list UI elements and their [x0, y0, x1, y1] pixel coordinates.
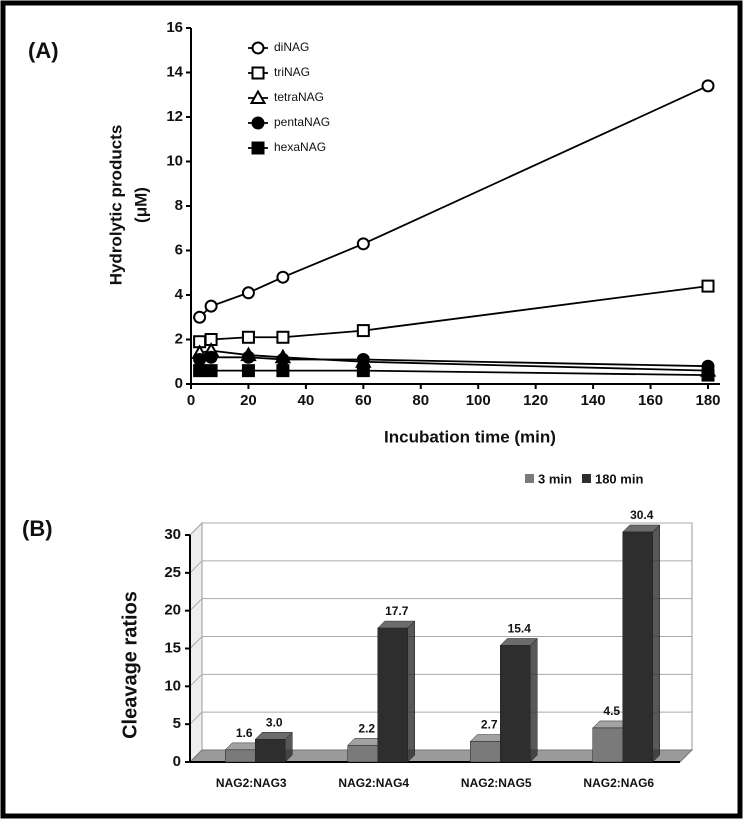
bar — [592, 727, 623, 763]
marker — [193, 353, 207, 367]
x-tick-label: 0 — [187, 392, 195, 409]
bar — [255, 739, 286, 763]
marker — [251, 41, 265, 55]
x-axis-label: Incubation time (min) — [384, 427, 556, 446]
legend-label: tetraNAG — [274, 90, 324, 104]
marker — [276, 364, 290, 378]
value-label: 3.0 — [266, 715, 283, 729]
marker — [701, 79, 715, 93]
y-tick-label: 10 — [164, 677, 181, 694]
value-label: 2.7 — [481, 718, 498, 732]
marker — [251, 116, 265, 130]
bar — [622, 531, 653, 763]
y-tick-label: 30 — [164, 526, 181, 543]
bar — [377, 627, 408, 763]
y-tick-label: 8 — [175, 197, 183, 214]
bar-side — [530, 637, 538, 763]
value-label: 15.4 — [508, 622, 532, 636]
legend-label: 180 min — [595, 471, 643, 486]
marker — [241, 364, 255, 378]
x-tick-label: 80 — [412, 392, 429, 409]
legend-label: 3 min — [538, 471, 572, 486]
x-tick-label: 60 — [355, 392, 372, 409]
marker — [193, 364, 207, 378]
marker — [356, 237, 370, 251]
x-tick-label: 40 — [298, 392, 315, 409]
legend-swatch — [581, 474, 591, 483]
marker — [276, 330, 290, 344]
bar — [500, 645, 531, 763]
value-label: 2.2 — [358, 722, 375, 736]
grid-line — [189, 598, 692, 612]
marker — [276, 353, 290, 367]
marker — [356, 324, 370, 338]
marker — [701, 279, 715, 293]
marker — [276, 270, 290, 284]
value-label: 30.4 — [630, 508, 654, 522]
panel-label: (B) — [22, 516, 53, 541]
bar — [225, 749, 256, 763]
y-tick-label: 6 — [175, 241, 183, 258]
marker — [204, 299, 218, 313]
y-tick-label: 20 — [164, 602, 181, 619]
marker — [204, 364, 218, 378]
x-tick-label: NAG2:NAG6 — [583, 776, 654, 790]
x-tick-label: 100 — [466, 392, 491, 409]
y-tick-label: 4 — [175, 286, 184, 303]
marker — [241, 330, 255, 344]
x-tick-label: 140 — [581, 392, 606, 409]
bar-side — [407, 620, 415, 763]
grid-line — [189, 522, 692, 536]
x-tick-label: 160 — [638, 392, 663, 409]
bar-side — [652, 524, 660, 763]
value-label: 1.6 — [236, 726, 253, 740]
series-line — [199, 285, 709, 343]
y-tick-label: 16 — [166, 19, 183, 36]
legend-label: hexaNAG — [274, 140, 326, 154]
marker — [204, 350, 218, 364]
panel-label: (A) — [28, 38, 59, 63]
y-tick-label: 25 — [164, 564, 181, 581]
x-tick-label: 20 — [240, 392, 257, 409]
grid-line — [189, 560, 692, 574]
y-tick-label: 15 — [164, 639, 181, 656]
x-tick-label: 180 — [695, 392, 720, 409]
value-label: 4.5 — [603, 704, 620, 718]
marker — [356, 353, 370, 367]
series-line — [199, 369, 709, 376]
marker — [251, 66, 265, 80]
x-tick-label: 120 — [523, 392, 548, 409]
x-tick-label: NAG2:NAG5 — [461, 776, 532, 790]
legend-label: pentaNAG — [274, 115, 330, 129]
y-axis-label: Hydrolytic products — [106, 125, 125, 286]
marker — [193, 310, 207, 324]
grid-line — [189, 636, 692, 649]
marker — [251, 141, 265, 155]
legend-label: triNAG — [274, 65, 310, 79]
legend-swatch — [525, 474, 534, 483]
y-tick-label: 10 — [166, 152, 183, 169]
marker — [701, 368, 715, 382]
marker — [356, 364, 370, 378]
y-tick-label: 0 — [173, 753, 181, 770]
x-tick-label: NAG2:NAG4 — [338, 776, 409, 790]
y-tick-label: 14 — [166, 63, 183, 80]
legend-label: diNAG — [274, 40, 309, 54]
bar — [470, 741, 501, 763]
y-axis-label: (μM) — [131, 187, 150, 223]
bar — [347, 745, 378, 763]
y-tick-label: 0 — [175, 375, 183, 392]
y-tick-label: 2 — [175, 330, 183, 347]
marker — [241, 286, 255, 300]
y-axis-label: Cleavage ratios — [119, 591, 141, 739]
y-tick-label: 5 — [173, 715, 181, 732]
marker — [249, 89, 267, 104]
x-tick-label: NAG2:NAG3 — [216, 776, 287, 790]
marker — [241, 350, 255, 364]
value-label: 17.7 — [385, 604, 409, 618]
y-tick-label: 12 — [166, 108, 183, 125]
